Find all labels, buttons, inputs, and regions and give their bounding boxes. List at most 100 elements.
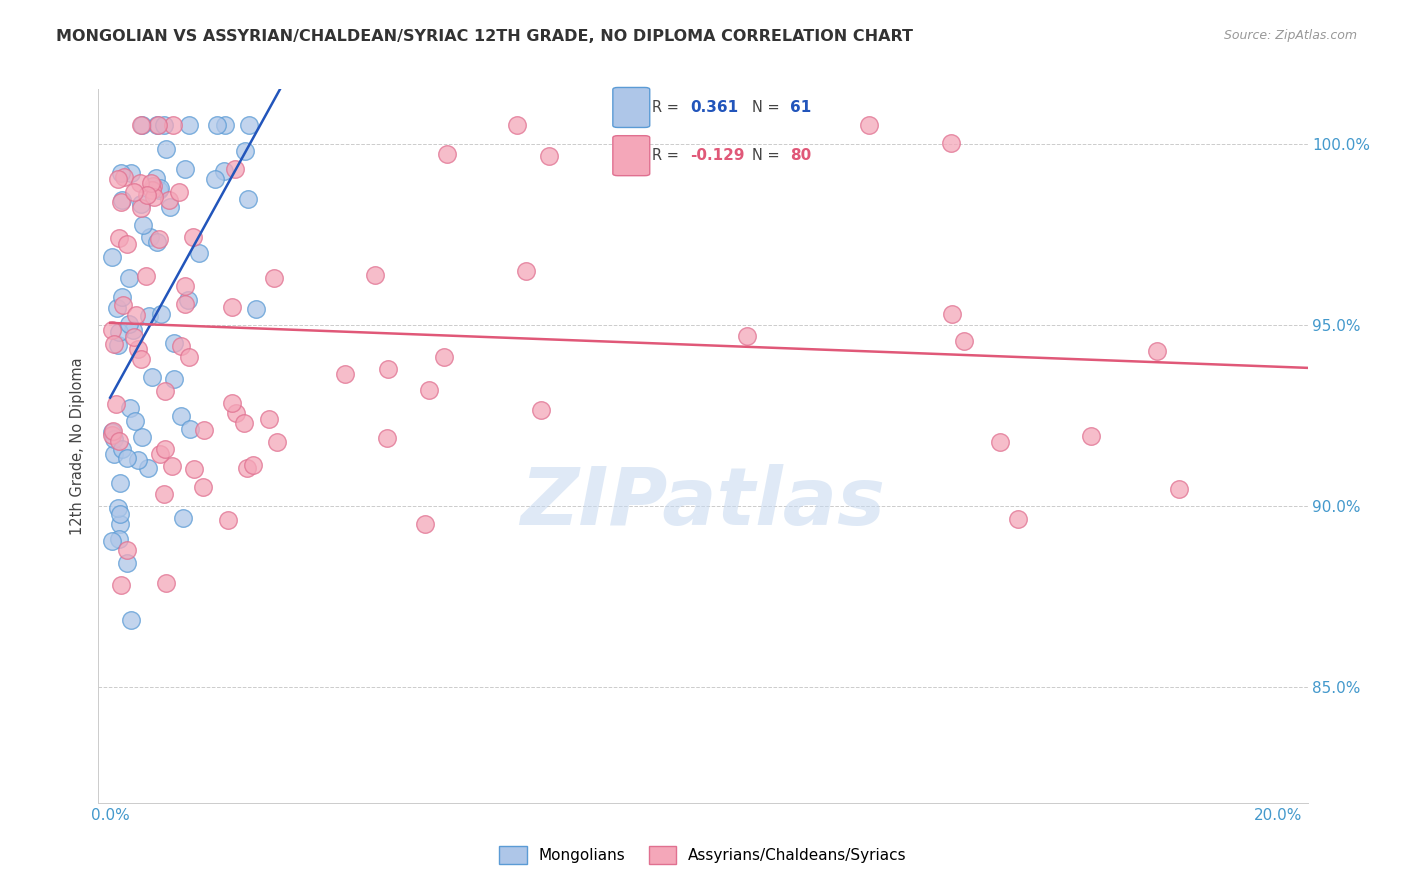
Text: -0.129: -0.129: [690, 148, 745, 163]
FancyBboxPatch shape: [613, 136, 650, 176]
Point: [111, 193, 134, 207]
Point: [988, 434, 1011, 449]
Point: [236, 192, 259, 206]
Point: [233, 145, 256, 159]
Point: [121, 323, 143, 337]
Point: [155, 142, 177, 156]
Point: [108, 231, 131, 245]
Point: [181, 229, 204, 244]
Text: 0.361: 0.361: [690, 100, 738, 115]
Point: [1146, 343, 1168, 358]
Y-axis label: 12th Grade, No Diploma: 12th Grade, No Diploma: [70, 357, 86, 535]
Point: [101, 323, 124, 337]
Point: [108, 475, 131, 490]
Point: [153, 442, 176, 457]
Point: [115, 450, 138, 465]
Point: [108, 533, 131, 547]
Point: [142, 178, 165, 193]
Point: [148, 183, 170, 197]
Point: [141, 370, 163, 384]
Point: [145, 119, 167, 133]
Point: [177, 293, 200, 307]
Point: [174, 162, 197, 177]
Point: [111, 289, 134, 303]
Legend: Mongolians, Assyrians/Chaldeans/Syriacs: Mongolians, Assyrians/Chaldeans/Syriacs: [494, 840, 912, 870]
Point: [179, 119, 201, 133]
Point: [117, 236, 139, 251]
Point: [127, 342, 149, 356]
Text: MONGOLIAN VS ASSYRIAN/CHALDEAN/SYRIAC 12TH GRADE, NO DIPLOMA CORRELATION CHART: MONGOLIAN VS ASSYRIAN/CHALDEAN/SYRIAC 12…: [56, 29, 914, 45]
Point: [941, 307, 963, 321]
Text: R =: R =: [652, 148, 683, 163]
Point: [101, 424, 124, 438]
Point: [111, 298, 134, 312]
Point: [149, 447, 172, 461]
Point: [108, 434, 131, 449]
Point: [129, 176, 152, 190]
Point: [142, 190, 165, 204]
Point: [150, 307, 173, 321]
Point: [233, 417, 256, 431]
Point: [952, 334, 974, 348]
Point: [124, 186, 146, 200]
Point: [257, 412, 280, 426]
Point: [191, 480, 214, 494]
Point: [157, 194, 180, 208]
Point: [169, 185, 191, 199]
Text: ZIPatlas: ZIPatlas: [520, 464, 886, 542]
Point: [112, 169, 135, 184]
Text: N =: N =: [752, 100, 785, 115]
Point: [530, 402, 553, 417]
Point: [153, 487, 176, 501]
Point: [145, 170, 167, 185]
Point: [375, 431, 398, 445]
Point: [183, 462, 205, 476]
Point: [160, 459, 183, 474]
Point: [153, 384, 176, 398]
Point: [364, 268, 387, 282]
Point: [135, 268, 157, 283]
Point: [132, 218, 155, 232]
Text: R =: R =: [652, 100, 683, 115]
Point: [939, 136, 962, 150]
Point: [174, 279, 197, 293]
Point: [110, 516, 132, 531]
Text: 61: 61: [790, 100, 811, 115]
Point: [148, 119, 170, 133]
Point: [515, 264, 537, 278]
Point: [238, 119, 260, 133]
Point: [139, 229, 162, 244]
Point: [413, 517, 436, 532]
Point: [1080, 428, 1102, 442]
Point: [101, 534, 124, 549]
Point: [735, 329, 758, 343]
Point: [129, 197, 152, 211]
Point: [120, 166, 142, 180]
Point: [436, 147, 458, 161]
Point: [118, 270, 141, 285]
Point: [149, 181, 172, 195]
Point: [127, 453, 149, 467]
Point: [103, 432, 125, 446]
Point: [266, 435, 288, 450]
Point: [263, 271, 285, 285]
Point: [377, 362, 399, 376]
Point: [162, 119, 184, 133]
Point: [505, 119, 527, 133]
Point: [187, 246, 209, 260]
Point: [538, 149, 561, 163]
Point: [115, 556, 138, 570]
Point: [110, 194, 132, 209]
Point: [1007, 512, 1029, 526]
FancyBboxPatch shape: [613, 87, 650, 128]
Point: [129, 119, 152, 133]
Point: [212, 163, 235, 178]
Point: [163, 336, 186, 351]
Point: [117, 543, 139, 558]
Point: [135, 187, 157, 202]
Point: [124, 415, 146, 429]
Point: [120, 401, 142, 416]
Point: [221, 300, 243, 314]
Point: [177, 350, 200, 364]
Point: [173, 297, 195, 311]
